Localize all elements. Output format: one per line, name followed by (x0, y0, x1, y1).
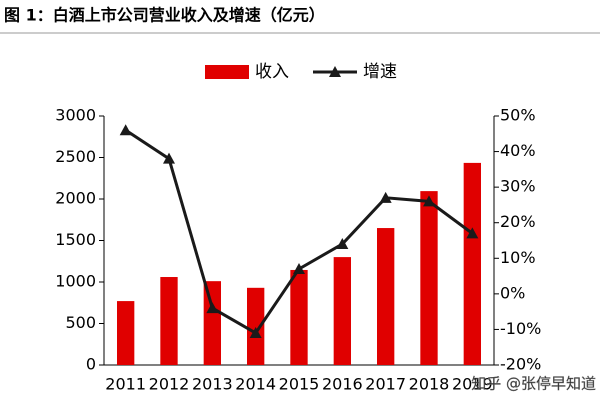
marker (336, 238, 349, 250)
legend-label: 增速 (363, 62, 397, 82)
y2-tick-label: 20% (500, 212, 536, 231)
x-tick-label: 2015 (279, 375, 320, 394)
y-tick-label: 1000 (55, 272, 96, 291)
y2-tick-label: -20% (500, 355, 541, 374)
marker (249, 326, 262, 338)
y2-tick-label: 10% (500, 248, 536, 267)
y2-tick-label: 0% (500, 283, 525, 302)
legend-marker (329, 66, 341, 77)
x-tick-label: 2013 (192, 375, 233, 394)
marker (423, 195, 435, 207)
y-tick-label: 1500 (55, 230, 96, 249)
marker (466, 227, 479, 239)
marker (379, 191, 392, 203)
marker (293, 262, 305, 274)
bar (333, 257, 351, 365)
y2-tick-label: -10% (500, 319, 541, 338)
watermark: 知乎 @张停早知道 (471, 375, 596, 393)
bar (117, 301, 135, 365)
x-tick-label: 2016 (322, 375, 363, 394)
x-tick-label: 2012 (149, 375, 190, 394)
bar (377, 228, 395, 365)
bar (160, 277, 178, 365)
bar (420, 191, 438, 365)
bar (247, 287, 265, 365)
chart-title: 图 1：白酒上市公司营业收入及增速（亿元） (4, 6, 325, 25)
y-tick-label: 2500 (55, 147, 96, 166)
legend-swatch (205, 65, 249, 79)
y2-tick-label: 40% (500, 141, 536, 160)
marker (119, 124, 132, 136)
y-tick-label: 0 (86, 355, 96, 374)
x-tick-label: 2017 (365, 375, 406, 394)
legend-label: 收入 (255, 62, 289, 82)
bar (290, 269, 308, 365)
marker (163, 152, 175, 164)
y-tick-label: 2000 (55, 189, 96, 208)
marker (206, 302, 219, 314)
bar (463, 162, 481, 365)
x-tick-label: 2014 (235, 375, 276, 394)
y-tick-label: 3000 (55, 106, 96, 125)
x-tick-label: 2019 (452, 375, 493, 394)
bar (203, 281, 221, 365)
y2-tick-label: 30% (500, 177, 536, 196)
y-tick-label: 500 (65, 313, 96, 332)
y2-tick-label: 50% (500, 106, 536, 125)
x-tick-label: 2011 (105, 375, 146, 394)
x-tick-label: 2018 (409, 375, 450, 394)
